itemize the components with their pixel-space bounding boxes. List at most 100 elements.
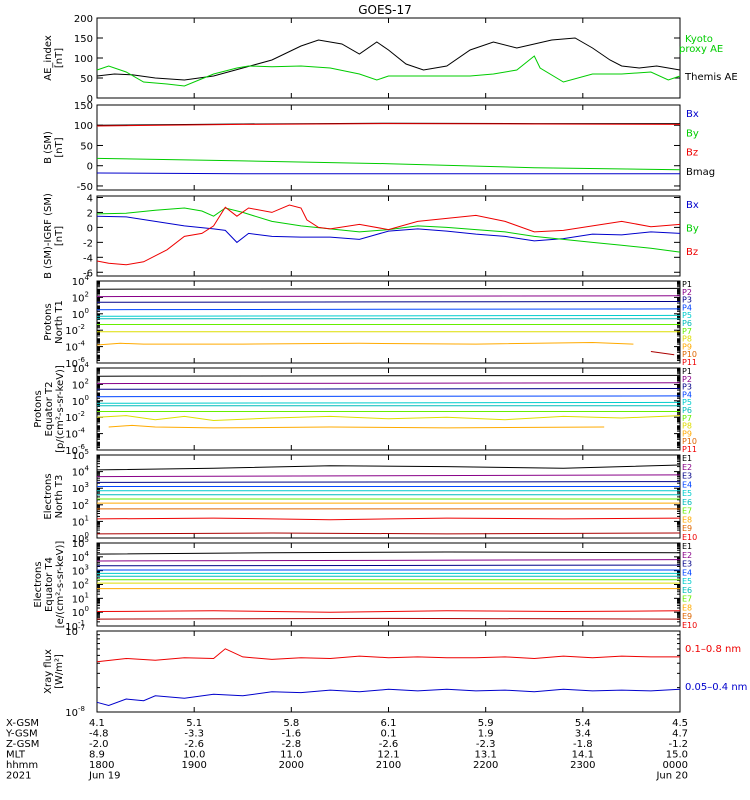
y-axis-label: [nT]	[54, 137, 65, 157]
x-axis-row-value: 5.1	[186, 718, 202, 729]
y-tick-label: 101	[72, 514, 89, 528]
series-e11	[96, 617, 681, 620]
x-axis-row-value: -1.6	[282, 729, 302, 740]
x-axis-row-value: 0000	[663, 760, 688, 771]
x-axis-row-value: 12.1	[377, 750, 399, 761]
legend-entry: E5	[682, 489, 692, 498]
x-axis-row-value: -1.2	[668, 739, 688, 750]
legend-entry: P4	[682, 303, 692, 312]
series-p9	[96, 341, 634, 346]
series-themis-ae	[96, 37, 681, 81]
y-tick-label: 105	[72, 448, 89, 462]
x-axis-row-value: 2100	[376, 760, 401, 771]
series-e2	[96, 474, 681, 478]
y-axis-label: Equator T4	[44, 557, 55, 612]
series-e1	[96, 464, 681, 471]
panel-xray: 10-7 10-8 Xray flux [W/m²] 0.1–0.8 nm 0.05–0.…	[43, 624, 747, 719]
legend-entry: E4	[682, 568, 692, 577]
y-tick-label: 10-7	[65, 624, 85, 638]
x-axis-row-value: -2.6	[184, 739, 204, 750]
legend-entry: E4	[682, 480, 692, 489]
series-0-05-0-4-nm	[96, 688, 681, 707]
legend-entry: P10	[682, 437, 697, 446]
y-axis-label: Electrons	[33, 561, 44, 607]
legend-entry: P9	[682, 429, 692, 438]
legend-entry: E3	[682, 472, 692, 481]
y-tick-label: 100	[72, 307, 89, 321]
x-axis-row-value: 4.1	[89, 718, 105, 729]
y-tick-label: 0	[87, 223, 93, 234]
series-bx	[96, 172, 680, 175]
panel-bsm: -50 0 50 100 150 B (SM) [nT] Bx By Bz Bmag	[43, 101, 715, 193]
y-tick-label: 103	[72, 481, 89, 495]
legend-entry: P6	[682, 406, 692, 415]
series-bx	[96, 215, 681, 244]
x-axis-row-value: -3.3	[184, 729, 204, 740]
y-axis-label: [e/(cm²-s-sr-keV)]	[55, 541, 66, 629]
x-axis-row-value: 2300	[570, 760, 595, 771]
x-axis-row-label: Z-GSM	[6, 739, 39, 750]
legend-entry: E1	[682, 542, 692, 551]
y-tick-label: 2	[87, 208, 93, 219]
y-tick-label: 10-2	[65, 323, 85, 337]
y-axis-label: Protons	[33, 390, 44, 427]
y-axis-label: North T3	[54, 475, 65, 519]
y-axis-label: [nT]	[54, 48, 65, 68]
x-axis-row-label: X-GSM	[6, 718, 39, 729]
legend-entry: P4	[682, 390, 692, 399]
series-p4	[96, 308, 681, 311]
x-axis-row-value: 1.9	[478, 729, 494, 740]
legend-entry: E5	[682, 577, 692, 586]
legend-entry: P8	[682, 335, 692, 344]
y-tick-label: 100	[74, 121, 93, 132]
series-0-1-0-8-nm	[96, 648, 680, 663]
plot-frame	[96, 104, 681, 191]
legend-entry: P1	[682, 367, 692, 376]
series-e11	[96, 532, 681, 535]
legend-entry: E10	[682, 621, 697, 630]
x-axis-row-value: -2.8	[282, 739, 302, 750]
legend-entry: P2	[682, 288, 692, 297]
x-axis-row-value: Jun 19	[88, 771, 121, 782]
series-p9	[108, 424, 605, 429]
series-p4	[96, 395, 681, 398]
series-e2	[96, 559, 681, 562]
legend-entry: E6	[682, 586, 692, 595]
y-tick-label: 100	[72, 605, 89, 619]
y-tick-label: 104	[72, 465, 90, 479]
x-axis-row-value: 6.1	[381, 718, 397, 729]
series-p2	[96, 295, 681, 298]
y-tick-label: 10-4	[65, 427, 85, 441]
x-axis-row-value: -4.8	[89, 729, 109, 740]
series-e1	[96, 551, 681, 555]
y-tick-label: -4	[83, 253, 93, 264]
legend-entry: P8	[682, 422, 692, 431]
series-by	[96, 207, 681, 253]
series-bz	[96, 204, 681, 266]
legend-entry: P5	[682, 398, 692, 407]
y-tick-label: 0	[87, 162, 93, 173]
series-p5	[96, 401, 681, 404]
legend-entry: By	[686, 128, 699, 139]
y-tick-label: 50	[80, 74, 93, 85]
legend-entry: E10	[682, 533, 697, 542]
series-p3	[96, 301, 681, 303]
y-tick-label: 0	[87, 94, 93, 105]
x-axis-row-label: hhmm	[6, 760, 38, 771]
x-axis-row-value: 14.1	[572, 750, 594, 761]
y-tick-label: 4	[87, 193, 93, 204]
x-axis-row-value: 1900	[181, 760, 206, 771]
x-axis-row-value: -2.6	[379, 739, 399, 750]
x-axis-row-value: -2.0	[89, 739, 109, 750]
x-axis-row-value: 4.7	[672, 729, 688, 740]
y-tick-label: 10-4	[65, 340, 85, 354]
y-axis-label: Electrons	[43, 473, 54, 519]
legend-entry: P11	[682, 358, 697, 367]
y-tick-label: 200	[74, 14, 93, 25]
series-p1	[96, 287, 681, 290]
